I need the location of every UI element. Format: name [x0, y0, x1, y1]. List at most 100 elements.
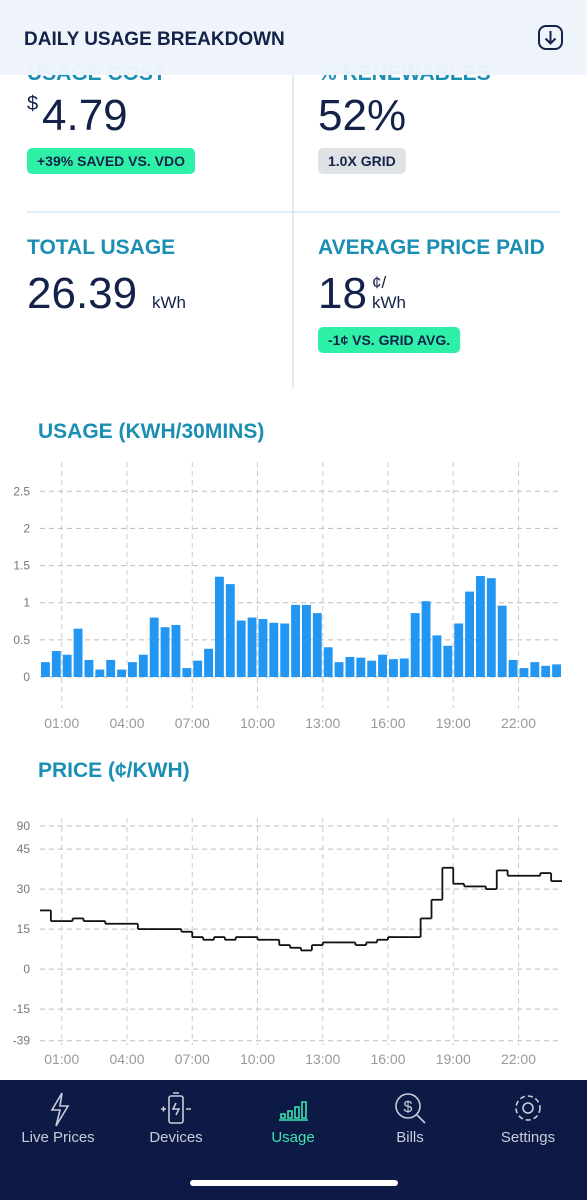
nav-item[interactable]: Bills — [396, 1129, 424, 1146]
x-tick-label: 04:00 — [109, 715, 144, 731]
y-tick-label: -39 — [13, 1034, 31, 1048]
bar — [62, 654, 72, 677]
bar — [552, 664, 561, 677]
x-tick-label: 16:00 — [370, 1051, 405, 1067]
header-bar — [0, 0, 587, 75]
x-tick-label: 07:00 — [175, 715, 210, 731]
bar — [280, 623, 290, 677]
bar — [117, 669, 126, 677]
stat-total-usage: TOTAL USAGE 26.39 kWh — [27, 236, 186, 318]
y-tick-label: 0 — [23, 670, 30, 684]
chart: PRICE (¢/KWH) 90 45 30 15 0 -15 -39 01:00 04:00 07… — [13, 759, 562, 1067]
bar — [465, 591, 474, 677]
y-tick-label: 0.5 — [13, 633, 30, 647]
y-tick-label: 15 — [17, 922, 31, 936]
bar — [73, 628, 83, 677]
x-tick-label: 10:00 — [240, 715, 275, 731]
bar — [51, 651, 61, 677]
bar — [258, 619, 268, 677]
x-tick-label: 07:00 — [175, 1051, 210, 1067]
stat-average-price: AVERAGE PRICE PAID 18 ¢/ kWh -1¢ VS. GRI… — [318, 236, 545, 353]
stat-value: 52% — [318, 91, 406, 140]
bar — [334, 662, 344, 677]
x-tick-label: 13:00 — [305, 1051, 340, 1067]
stat-label: AVERAGE PRICE PAID — [318, 236, 545, 259]
badge-bg — [318, 148, 406, 174]
bar — [171, 625, 181, 677]
step-connector — [49, 867, 553, 951]
bar — [204, 648, 213, 677]
bar — [138, 654, 148, 677]
bar — [541, 665, 551, 677]
badge-text: -1¢ VS. GRID AVG. — [328, 332, 450, 348]
x-tick-label: 13:00 — [305, 715, 340, 731]
nav-item[interactable]: Live Prices — [21, 1129, 94, 1146]
stat-usage-cost: USAGE COST $ 4.79 +39% SAVED VS. VDO — [27, 62, 196, 174]
bar — [128, 662, 137, 677]
stat-renewables: % RENEWABLES 52% 1.0X GRID — [318, 62, 491, 174]
bar — [356, 657, 366, 677]
bar — [225, 584, 235, 677]
nav-icon: $ — [395, 1093, 426, 1124]
bar — [312, 613, 322, 677]
bar — [530, 662, 540, 677]
bar — [291, 604, 300, 677]
badge-bg — [318, 327, 461, 353]
x-tick-label: 16:00 — [370, 715, 405, 731]
stat-label: TOTAL USAGE — [27, 236, 175, 259]
unit: kWh — [372, 293, 406, 312]
home-indicator — [190, 1180, 398, 1186]
y-tick-label: -15 — [13, 1002, 31, 1016]
nav-item[interactable]: Usage — [271, 1129, 314, 1146]
bar — [519, 668, 529, 677]
nav-icon — [279, 1101, 308, 1121]
badge: -1¢ VS. GRID AVG. — [318, 327, 461, 353]
bar — [193, 660, 203, 677]
y-tick-label: 45 — [17, 842, 31, 856]
bar — [247, 617, 257, 677]
bar — [269, 622, 279, 677]
bar — [345, 656, 355, 677]
bar — [84, 659, 94, 677]
chart-title: PRICE (¢/KWH) — [38, 759, 190, 782]
unit: kWh — [152, 293, 186, 312]
stat-value: 26.39 — [27, 269, 137, 318]
y-tick-label: 2.5 — [13, 484, 30, 498]
nav-icon — [50, 1092, 70, 1127]
charts: USAGE (KWH/30MINS) 0 0.5 1 1.5 2 2.5 01:00 04:00… — [13, 420, 562, 1067]
bar — [389, 659, 398, 677]
badge: +39% SAVED VS. VDO — [27, 148, 196, 174]
download-button[interactable] — [538, 25, 563, 50]
bar — [486, 578, 496, 677]
bar — [378, 654, 387, 677]
nav-icon — [515, 1095, 541, 1121]
bar — [497, 605, 507, 677]
x-tick-label: 19:00 — [436, 1051, 471, 1067]
bar — [443, 645, 453, 677]
currency: $ — [27, 93, 38, 115]
x-tick-label: 04:00 — [109, 1051, 144, 1067]
bar — [236, 620, 246, 677]
nav-item[interactable]: Settings — [501, 1129, 555, 1146]
nav-item[interactable]: Devices — [149, 1129, 202, 1146]
bar — [323, 647, 333, 677]
chart-title: USAGE (KWH/30MINS) — [38, 420, 264, 443]
x-tick-label: 10:00 — [240, 1051, 275, 1067]
nav-icon — [161, 1092, 191, 1124]
bar — [149, 617, 159, 677]
bar — [410, 613, 420, 677]
y-tick-label: 1.5 — [13, 559, 30, 573]
chart: USAGE (KWH/30MINS) 0 0.5 1 1.5 2 2.5 01:00 04:00… — [13, 420, 562, 731]
bar — [182, 668, 192, 677]
stat-value: 4.79 — [42, 91, 128, 140]
badge-text: 1.0X GRID — [328, 153, 396, 169]
bar — [160, 627, 170, 677]
bar — [106, 659, 116, 677]
bar — [454, 623, 464, 677]
bar — [432, 635, 442, 677]
x-tick-label: 01:00 — [44, 1051, 79, 1067]
unit: ¢/ — [372, 273, 386, 292]
svg-text:$: $ — [404, 1099, 413, 1116]
bar — [302, 604, 311, 677]
